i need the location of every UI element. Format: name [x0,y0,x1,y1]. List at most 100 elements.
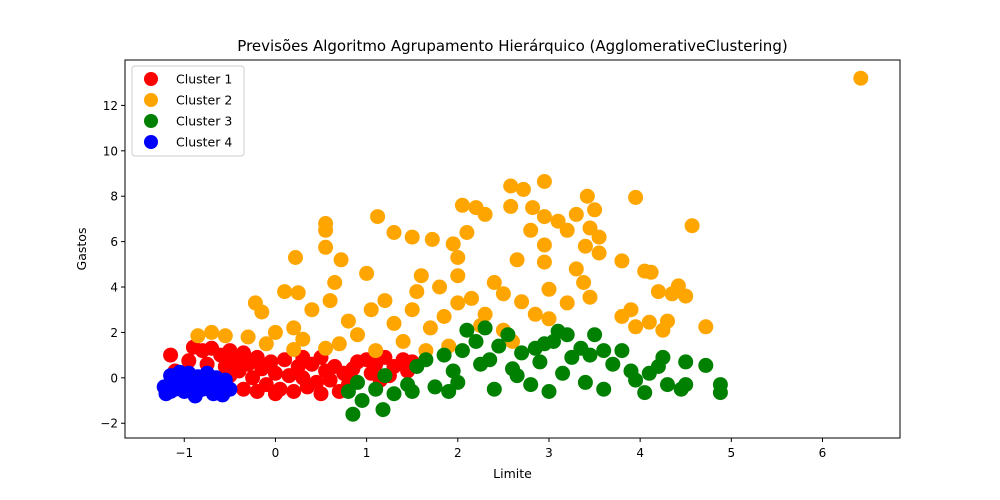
series-4 [156,364,238,404]
data-point [550,213,566,229]
data-point [286,320,302,336]
data-point [286,342,302,357]
data-point [655,322,671,338]
x-tick-label: 2 [454,446,462,460]
points-layer [156,70,869,422]
data-point [354,393,370,408]
legend: Cluster 1 Cluster 2 Cluster 3 Cluster 4 [131,65,245,157]
data-point [541,311,557,327]
data-point [596,343,612,359]
data-point [181,353,197,369]
x-tick-label: 4 [636,446,644,460]
data-point [555,365,571,381]
data-point [363,302,379,318]
data-point [322,372,338,388]
data-point [254,304,270,320]
data-point [432,279,448,295]
data-point [445,363,461,379]
data-point [577,238,593,254]
data-point [240,329,256,345]
x-tick-label: 1 [363,446,371,460]
data-point [370,209,386,225]
data-point [313,386,329,402]
data-point [491,338,507,354]
data-point [486,275,502,290]
data-point [503,198,519,214]
data-point [628,189,644,205]
y-tick-label: 2 [110,326,118,340]
x-tick-label: 6 [819,446,827,460]
y-tick-label: 8 [110,190,118,204]
data-point [258,336,274,352]
data-point [643,264,659,280]
data-point [386,386,402,402]
data-point [527,340,543,356]
data-point [514,294,530,310]
data-point [628,319,644,335]
x-tick-label: 3 [545,446,553,460]
data-point [532,354,548,370]
data-point [427,379,443,395]
data-point [217,328,233,344]
data-point [637,385,653,401]
data-point [386,225,402,240]
data-point [582,347,598,363]
data-point [596,381,612,397]
legend-marker [144,114,158,128]
data-point [684,218,700,234]
data-point [368,381,384,397]
legend-box [131,65,245,157]
data-point [587,327,603,343]
y-tick-label: 0 [110,371,118,385]
data-point [340,384,356,399]
x-tick-label: 5 [728,446,736,460]
x-axis-label: Limite [493,466,532,481]
data-point [509,368,525,384]
data-point [267,365,283,381]
data-point [281,368,297,384]
data-point [664,286,680,302]
data-point [375,402,391,418]
data-point [564,349,580,365]
data-point [459,225,475,240]
data-point [536,254,552,270]
data-point [404,302,420,318]
data-point [413,268,429,284]
data-point [614,309,630,324]
data-point [450,295,466,311]
data-point [196,377,212,393]
data-point [614,343,630,359]
data-point [477,306,493,322]
data-point [249,384,265,399]
data-point [318,222,334,238]
data-point [477,320,493,336]
data-point [333,252,349,268]
y-axis: −2 0 2 4 6 8 10 12 [100,99,125,431]
data-point [660,377,675,393]
data-point [591,229,607,245]
legend-label: Cluster 4 [176,135,232,150]
data-point [190,328,206,344]
data-point [559,295,575,311]
data-point [628,372,644,388]
data-point [322,293,338,309]
data-point [304,302,320,318]
data-point [395,334,411,349]
data-point [245,370,261,386]
data-point [404,384,420,399]
data-point [678,288,694,304]
data-point [350,374,365,390]
data-point [286,384,302,399]
data-point [525,200,541,216]
data-point [678,354,694,370]
data-point [712,385,728,401]
data-point [172,364,188,380]
chart-title: Previsões Algoritmo Agrupamento Hierárqu… [237,37,787,55]
data-point [454,343,470,359]
data-point [523,377,539,393]
data-point [698,319,714,335]
series-3 [340,320,728,422]
data-point [523,222,539,238]
y-axis-label: Gastos [74,228,89,271]
data-point [340,313,356,329]
